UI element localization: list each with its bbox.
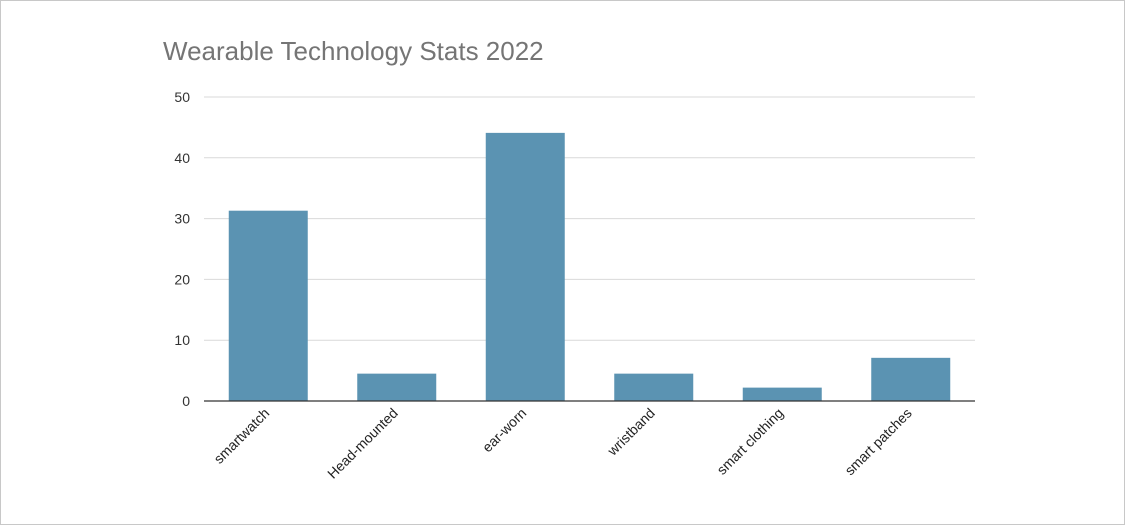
y-tick-label: 40 — [174, 150, 190, 166]
x-tick-label: wristband — [603, 405, 657, 459]
bar-wristband — [614, 373, 694, 401]
gridlines — [204, 96, 975, 341]
x-tick-label: ear-worn — [479, 405, 529, 455]
y-tick-label: 50 — [174, 89, 190, 105]
bar-smartwatch — [228, 210, 308, 401]
y-axis-tick-labels: 0 10 20 30 40 50 — [174, 89, 190, 409]
bars — [228, 132, 951, 401]
bar-ear-worn — [485, 132, 565, 401]
x-tick-label: Head-mounted — [324, 405, 401, 482]
x-axis-tick-labels: smartwatch Head-mounted ear-worn wristband s… — [210, 405, 914, 482]
x-tick-label: smart clothing — [713, 405, 786, 478]
chart-title: Wearable Technology Stats 2022 — [163, 36, 544, 66]
y-tick-label: 30 — [174, 211, 190, 227]
x-tick-label: smartwatch — [210, 405, 272, 467]
x-tick-label: smart patches — [841, 405, 914, 478]
y-tick-label: 20 — [174, 271, 190, 287]
y-tick-label: 0 — [182, 393, 190, 409]
bar-head-mounted — [357, 373, 437, 401]
bar-smart-clothing — [742, 387, 822, 401]
y-tick-label: 10 — [174, 332, 190, 348]
bar-smart-patches — [871, 357, 951, 401]
